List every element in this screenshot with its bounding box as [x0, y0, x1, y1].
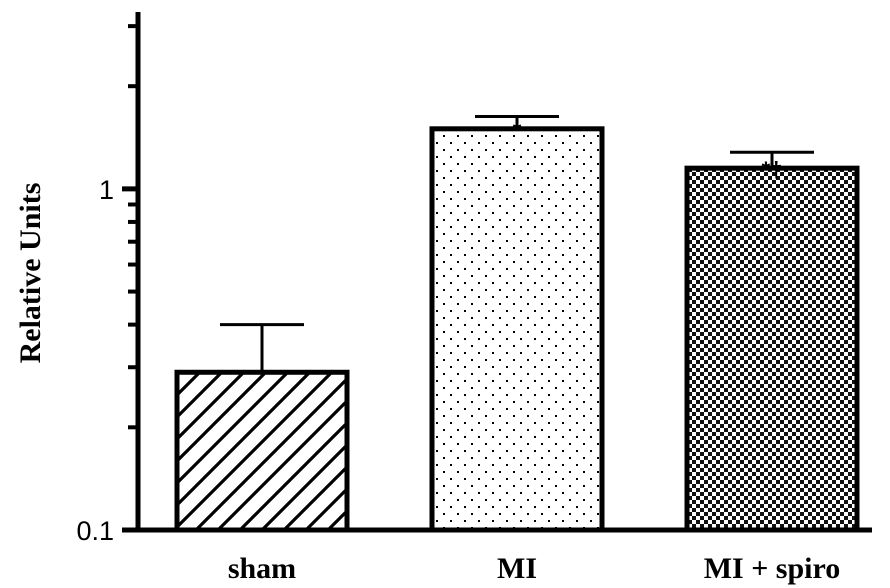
x-tick-label-mi: MI [497, 552, 537, 585]
significance-marker-mi: * [513, 118, 522, 143]
bar-mi-spiro [684, 165, 860, 533]
bar-sham [174, 369, 350, 533]
bars-layer [174, 126, 860, 533]
significance-marker-mi-spiro: *† [762, 157, 783, 182]
y-tick-label: 1 [99, 175, 114, 205]
x-labels-layer: sham MI MI + spiro [228, 552, 840, 585]
y-tick-label: 0.1 [76, 516, 114, 546]
y-axis-label: Relative Units [14, 183, 47, 364]
x-tick-label-mi-spiro: MI + spiro [704, 552, 841, 585]
x-tick-label-sham: sham [228, 552, 296, 585]
significance-markers-layer: * *† [513, 118, 783, 182]
y-ticks-layer: 0.11 [76, 24, 138, 546]
bar-mi [429, 126, 605, 533]
error-bars-layer [220, 114, 814, 373]
